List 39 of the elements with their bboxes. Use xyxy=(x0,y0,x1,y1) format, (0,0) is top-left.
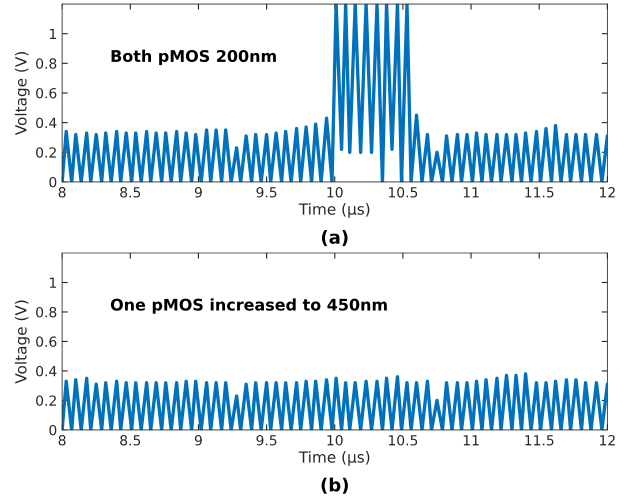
x-tick-label: 11 xyxy=(464,435,479,446)
x-tick-label: 9 xyxy=(194,187,202,198)
line-series xyxy=(62,4,608,182)
x-tick-label: 8.5 xyxy=(120,435,140,446)
x-tick-label: 12 xyxy=(600,187,615,198)
y-tick-label: 1 xyxy=(50,278,56,288)
text: (a) xyxy=(322,230,348,246)
x-tick-label: 11 xyxy=(464,187,479,198)
y-axis-title: Voltage (V) xyxy=(14,300,30,384)
y-tick-label: 0.4 xyxy=(36,118,56,128)
x-tick-label: 12 xyxy=(600,435,615,446)
y-tick-label: 0.6 xyxy=(36,88,56,98)
y-tick-label: 0.6 xyxy=(36,336,56,347)
x-tick-label: 8 xyxy=(58,435,66,446)
x-tick-label: 9 xyxy=(194,435,202,446)
y-tick-label: 0.8 xyxy=(36,58,56,69)
y-tick-label: 0.8 xyxy=(36,306,56,318)
y-tick-label: 0 xyxy=(49,176,56,188)
x-tick-label: 10 xyxy=(327,435,343,446)
annotation: One pMOS increased to 450nm xyxy=(110,298,387,314)
y-tick-label: 0.2 xyxy=(36,395,56,406)
x-axis-title: Time (μs) xyxy=(298,450,370,466)
x-tick-label: 10 xyxy=(327,187,343,198)
x-tick-label: 9.5 xyxy=(256,187,276,198)
y-tick-label: 0.2 xyxy=(36,147,56,158)
x-tick-label: 10.5 xyxy=(388,187,418,198)
y-tick-label: 0.4 xyxy=(36,366,56,376)
x-tick-label: 10.5 xyxy=(388,435,418,446)
x-axis-title: Time (μs) xyxy=(298,203,370,218)
x-tick-label: 9.5 xyxy=(256,435,276,446)
x-tick-label: 8.5 xyxy=(120,187,140,198)
y-tick-label: 1 xyxy=(50,28,56,39)
y-axis-title: Voltage (V) xyxy=(14,52,30,136)
annotation: Both pMOS 200nm xyxy=(112,50,276,66)
text: (b) xyxy=(322,478,348,494)
x-tick-label: 11.5 xyxy=(525,435,554,446)
y-tick-label: 0 xyxy=(49,424,56,436)
x-tick-label: 8 xyxy=(58,187,66,198)
x-tick-label: 11.5 xyxy=(525,187,554,198)
